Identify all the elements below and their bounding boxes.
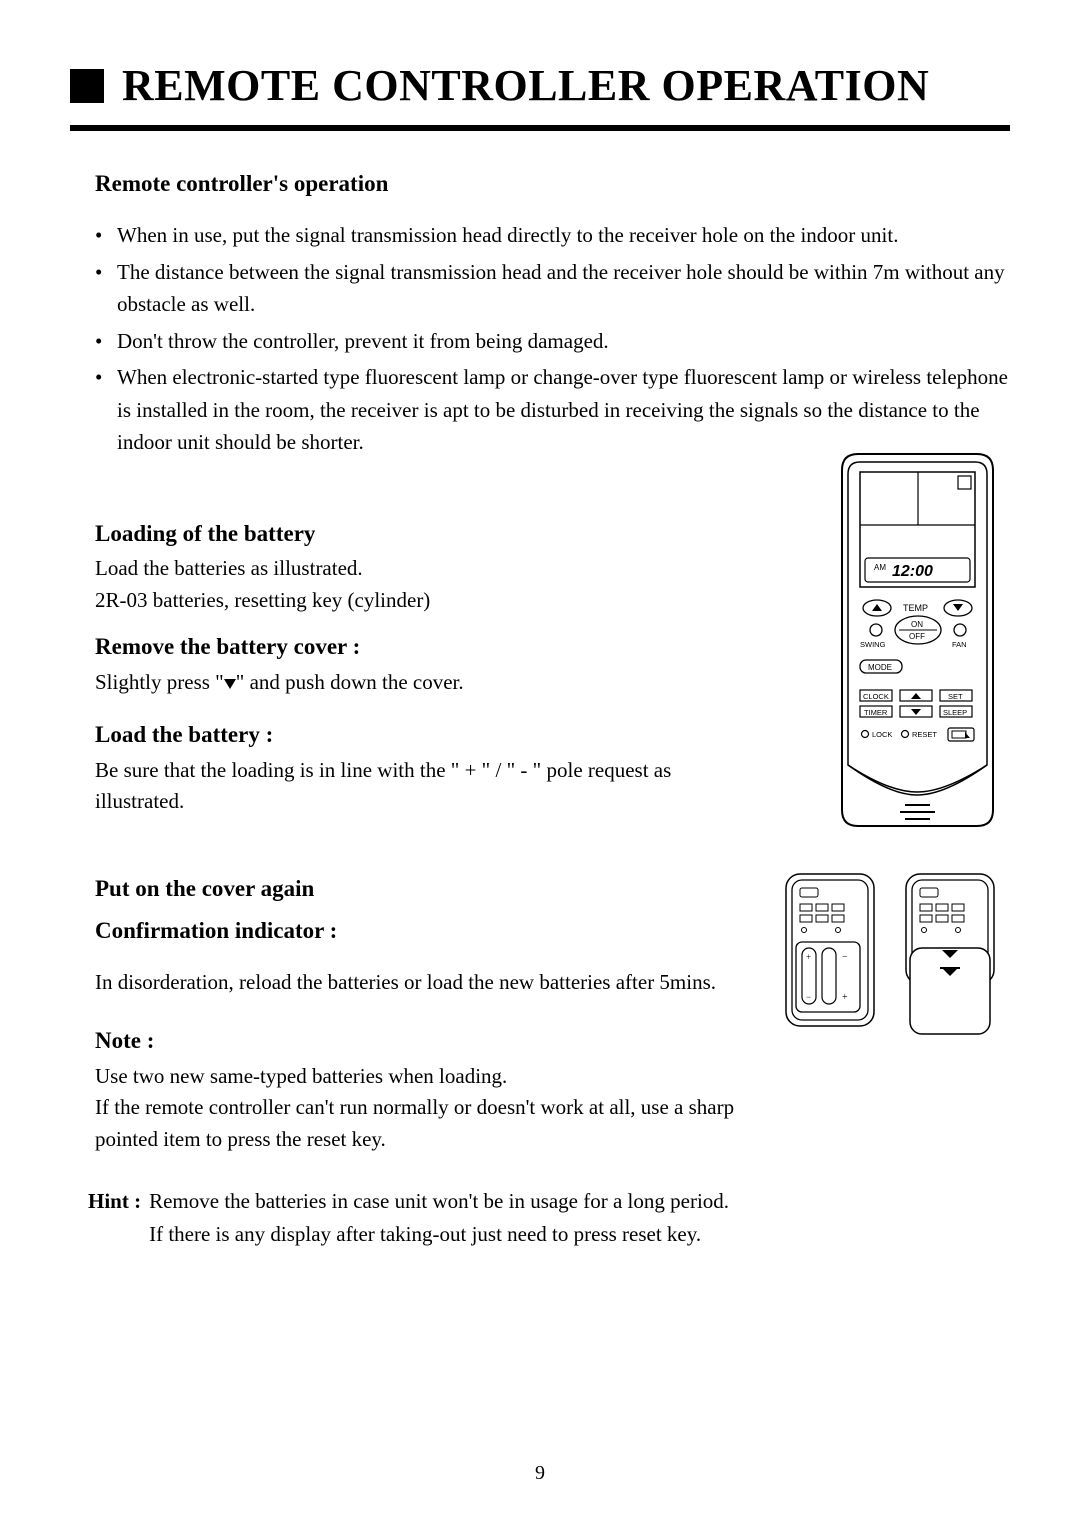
bullet-item: The distance between the signal transmis… — [95, 256, 1010, 321]
svg-text:SLEEP: SLEEP — [943, 708, 967, 717]
bullet-item: When electronic-started type fluorescent… — [95, 361, 1010, 459]
hint-line: If there is any display after taking-out… — [149, 1218, 729, 1251]
svg-text:TEMP: TEMP — [903, 603, 928, 613]
svg-text:MODE: MODE — [868, 663, 892, 672]
bullet-item: When in use, put the signal transmission… — [95, 219, 1010, 252]
text-line: In disorderation, reload the batteries o… — [95, 967, 735, 999]
heading-confirmation: Confirmation indicator : — [95, 914, 735, 949]
svg-text:SWING: SWING — [860, 640, 886, 649]
svg-text:ON: ON — [911, 620, 923, 629]
page-number: 9 — [0, 1462, 1080, 1485]
text-line: 2R-03 batteries, resetting key (cylinder… — [95, 585, 735, 617]
remote-am-label: AM — [874, 563, 886, 572]
title-bullet-square — [70, 69, 104, 103]
hint-block: Hint : Remove the batteries in case unit… — [88, 1185, 1010, 1250]
svg-text:CLOCK: CLOCK — [863, 692, 889, 701]
text-line: Slightly press " " and push down the cove… — [95, 667, 735, 699]
svg-text:FAN: FAN — [952, 640, 967, 649]
text-line: Use two new same-typed batteries when lo… — [95, 1061, 735, 1093]
svg-text:SET: SET — [948, 692, 963, 701]
svg-text:−: − — [806, 992, 811, 1002]
svg-text:−: − — [842, 952, 848, 963]
text-line: If the remote controller can't run norma… — [95, 1092, 735, 1155]
heading-remove-cover: Remove the battery cover : — [95, 630, 735, 665]
text-line: Be sure that the loading is in line with… — [95, 755, 735, 818]
heading-note: Note : — [95, 1024, 735, 1059]
hint-label: Hint : — [88, 1185, 141, 1250]
hint-line: Remove the batteries in case unit won't … — [149, 1185, 729, 1218]
remote-illustration-cover-slide — [900, 870, 1000, 1045]
svg-text:LOCK: LOCK — [872, 730, 892, 739]
text-fragment: " and push down the cover. — [236, 670, 464, 694]
svg-text:+: + — [806, 952, 811, 962]
text-line: Load the batteries as illustrated. — [95, 553, 735, 585]
svg-text:+: + — [842, 992, 848, 1003]
heading-loading: Loading of the battery — [95, 517, 735, 552]
title-row: REMOTE CONTROLLER OPERATION — [70, 60, 1010, 111]
bullet-item: Don't throw the controller, prevent it f… — [95, 325, 1010, 358]
heading-load-battery: Load the battery : — [95, 718, 735, 753]
svg-text:TIMER: TIMER — [864, 708, 888, 717]
svg-text:OFF: OFF — [909, 632, 925, 641]
title-underline — [70, 125, 1010, 131]
heading-put-cover: Put on the cover again — [95, 872, 735, 907]
remote-illustration-battery-open: − + + − — [780, 870, 880, 1035]
svg-text:RESET: RESET — [912, 730, 937, 739]
operation-bullets: When in use, put the signal transmission… — [95, 219, 1010, 459]
remote-illustration-large: AM 12:00 TEMP ON OFF SWING FAN MODE CLOC… — [830, 450, 1005, 835]
remote-time: 12:00 — [892, 563, 933, 580]
section-heading-operation: Remote controller's operation — [95, 171, 1010, 197]
page-title: REMOTE CONTROLLER OPERATION — [122, 60, 929, 111]
triangle-down-icon — [224, 679, 236, 689]
text-fragment: Slightly press " — [95, 670, 224, 694]
